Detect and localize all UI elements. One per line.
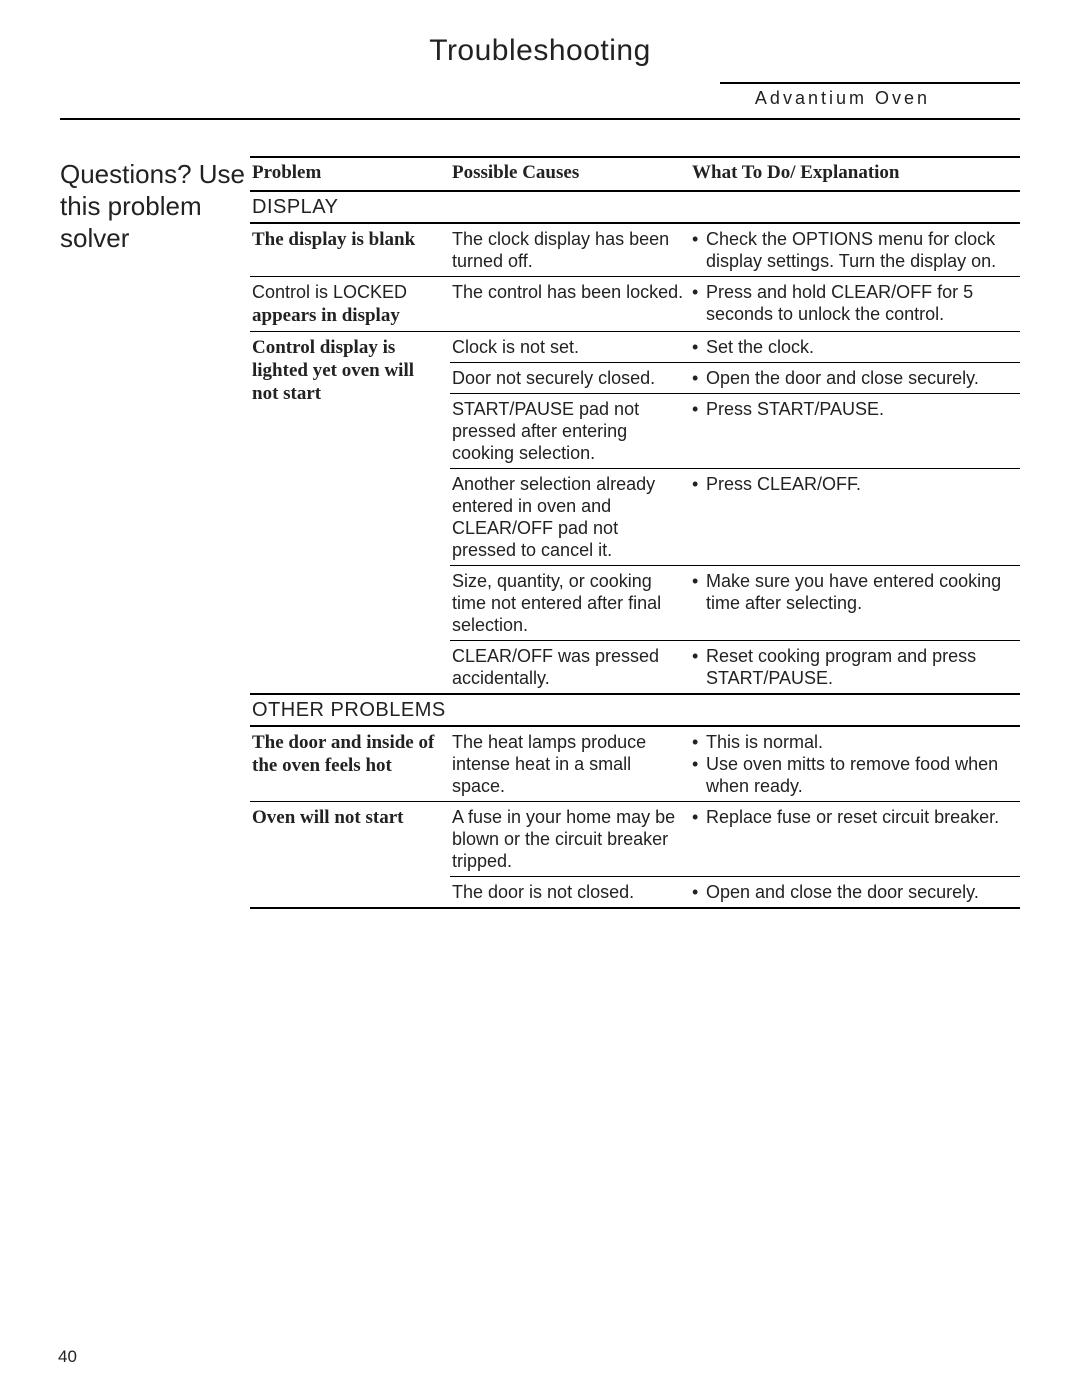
solution-text: Set the clock. [706, 336, 1014, 358]
solution-text: Press CLEAR/OFF. [706, 473, 1014, 495]
problem-text: Control is LOCKED [252, 282, 407, 302]
cause-text: A fuse in your home may be blown or the … [450, 802, 690, 877]
cause-text: START/PAUSE pad not pressed after enteri… [450, 394, 690, 469]
cause-text: The control has been locked. [450, 277, 690, 332]
cause-text: Door not securely closed. [450, 363, 690, 394]
top-divider [60, 118, 1020, 120]
header-solution: What To Do/ Explanation [690, 157, 1020, 191]
section-other: OTHER PROBLEMS [252, 699, 446, 721]
solution-text: Press and hold CLEAR/OFF for 5 seconds t… [706, 281, 1014, 325]
header-causes: Possible Causes [450, 157, 690, 191]
problem-text: Control display is lighted yet oven will… [252, 337, 414, 404]
solution-text: Make sure you have entered cooking time … [706, 570, 1014, 614]
solution-text: Press START/PAUSE. [706, 398, 1014, 420]
cause-text: The heat lamps produce intense heat in a… [450, 726, 690, 802]
cause-text: Clock is not set. [450, 332, 690, 363]
problem-text: The display is blank [252, 229, 415, 250]
page-number: 40 [58, 1347, 77, 1367]
solution-text: Reset cooking program and press START/PA… [706, 645, 1014, 689]
cause-text: CLEAR/OFF was pressed accidentally. [450, 641, 690, 695]
solution-text: Open and close the door securely. [706, 881, 1014, 903]
problem-text: appears in display [252, 305, 400, 326]
page-title: Troubleshooting [429, 34, 651, 67]
solution-text: This is normal. [706, 731, 1014, 753]
solution-text: Replace fuse or reset circuit breaker. [706, 806, 1014, 828]
problem-text: Oven will not start [252, 807, 403, 828]
troubleshooting-table: Problem Possible Causes What To Do/ Expl… [250, 156, 1020, 909]
problem-text: The door and inside of the oven feels ho… [252, 732, 434, 776]
header-problem: Problem [250, 157, 450, 191]
subtitle-rule [720, 82, 1020, 84]
sidebar-text: Questions? Use this problem solver [60, 156, 250, 909]
cause-text: Size, quantity, or cooking time not ente… [450, 566, 690, 641]
solution-text: Check the OPTIONS menu for clock display… [706, 228, 1014, 272]
solution-text: Use oven mitts to remove food when when … [706, 753, 1014, 797]
cause-text: The clock display has been turned off. [450, 223, 690, 277]
solution-text: Open the door and close securely. [706, 367, 1014, 389]
section-display: DISPLAY [252, 196, 339, 218]
page-subtitle: Advantium Oven [755, 88, 930, 109]
cause-text: The door is not closed. [450, 877, 690, 909]
cause-text: Another selection already entered in ove… [450, 469, 690, 566]
